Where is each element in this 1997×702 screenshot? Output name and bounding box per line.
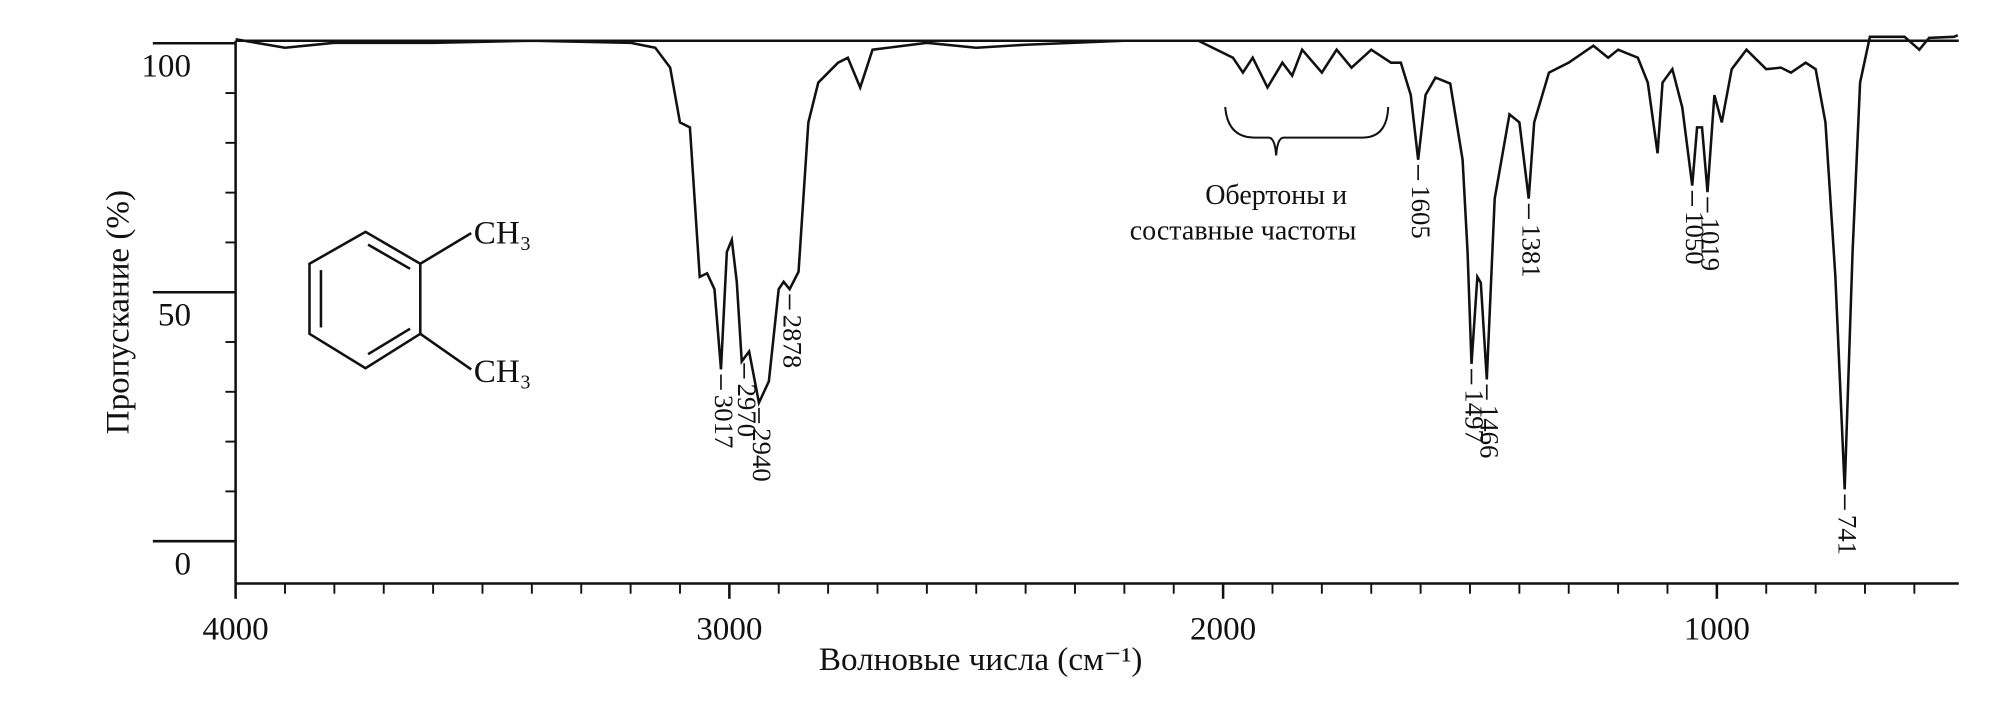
y-tick-label: 0 — [174, 545, 191, 582]
peak-label: 1605 — [1406, 185, 1436, 239]
spectrum-line — [235, 34, 1959, 490]
peak-label: 1381 — [1517, 224, 1547, 278]
x-tick-label: 3000 — [696, 611, 762, 648]
peak-label: 1466 — [1475, 405, 1505, 459]
peak-label: 1019 — [1695, 218, 1725, 272]
structure-label: CH₃ — [474, 353, 532, 390]
peak-label: 3017 — [709, 395, 739, 449]
double-bond — [367, 327, 411, 356]
x-axis-title: Волновые числа (см⁻¹) — [819, 641, 1142, 678]
peak-label: 1050 — [1680, 211, 1710, 265]
double-bond — [367, 243, 411, 270]
peak-label: 741 — [1833, 515, 1863, 555]
x-tick-label: 4000 — [203, 611, 269, 648]
x-tick-label: 1000 — [1684, 611, 1750, 648]
y-axis-title: Пропускание (%) — [100, 190, 137, 434]
x-tick-label: 2000 — [1190, 611, 1256, 648]
structure-label: CH₃ — [474, 214, 532, 251]
peak-label: 2878 — [777, 315, 807, 369]
y-tick-label: 100 — [141, 47, 191, 84]
y-tick-label: 50 — [158, 296, 191, 333]
benzene-ring — [308, 230, 422, 370]
bond — [419, 332, 472, 371]
peak-label: 2970 — [732, 384, 762, 438]
structure — [308, 230, 472, 371]
annotation: Обертоны и — [1205, 180, 1347, 211]
annotation: составные частоты — [1130, 216, 1357, 247]
brace — [1224, 106, 1390, 156]
bond — [419, 232, 472, 265]
peak-label: 1497 — [1459, 389, 1489, 443]
peak-label: 2940 — [747, 428, 777, 482]
